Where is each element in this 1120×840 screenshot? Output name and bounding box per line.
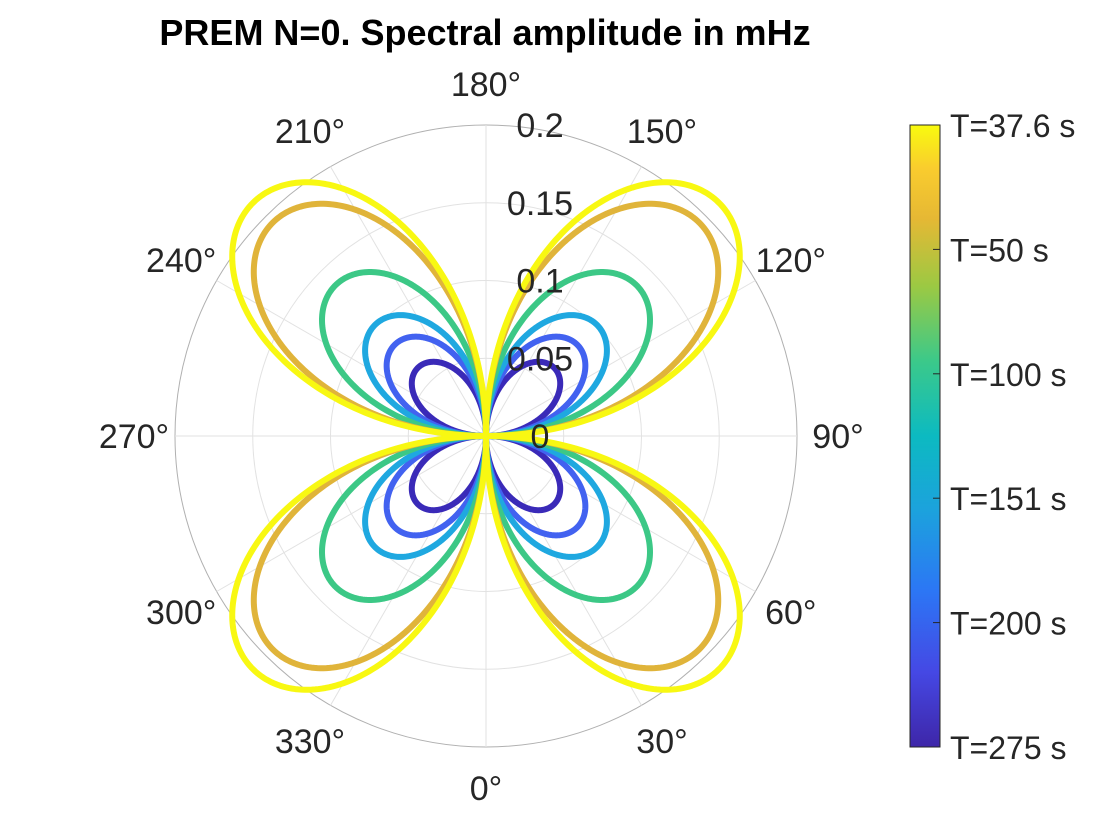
chart-title: PREM N=0. Spectral amplitude in mHz	[159, 12, 811, 53]
colorbar-tick-label: T=275 s	[950, 730, 1067, 766]
theta-tick-label: 0°	[470, 770, 503, 808]
series-line	[229, 179, 743, 693]
theta-tick-label: 330°	[275, 723, 345, 761]
theta-tick-label: 150°	[627, 113, 697, 151]
colorbar-tick-label: T=37.6 s	[950, 108, 1075, 144]
theta-tick-label: 60°	[765, 594, 816, 632]
r-tick-label: 0	[531, 418, 550, 456]
theta-tick-label: 210°	[275, 113, 345, 151]
theta-tick-labels: 0° 30° 60° 90° 120° 150° 180° 210° 240° 270° 300° 3…	[99, 66, 864, 808]
theta-tick-label: 120°	[756, 242, 826, 280]
colorbar-tick-label: T=151 s	[950, 481, 1067, 517]
colorbar: T=37.6 s T=50 s T=100 s T=151 s T=200 s T=275…	[909, 108, 1075, 766]
r-tick-label: 0.1	[516, 263, 563, 301]
theta-tick-label: 240°	[146, 242, 216, 280]
colorbar-bar	[909, 124, 941, 748]
r-tick-label: 0.05	[507, 340, 573, 378]
colorbar-tick-label: T=50 s	[950, 232, 1049, 268]
theta-tick-label: 30°	[636, 723, 687, 761]
colorbar-tick-label: T=200 s	[950, 606, 1067, 642]
theta-tick-label: 180°	[451, 66, 521, 104]
theta-tick-label: 270°	[99, 418, 169, 456]
series-layer	[229, 179, 743, 693]
theta-tick-label: 90°	[812, 418, 863, 456]
r-tick-labels: 0 0.05 0.1 0.15 0.2	[507, 107, 573, 456]
r-tick-label: 0.15	[507, 185, 573, 223]
colorbar-tick-label: T=100 s	[950, 357, 1067, 393]
theta-tick-label: 300°	[146, 594, 216, 632]
r-tick-label: 0.2	[516, 107, 563, 145]
